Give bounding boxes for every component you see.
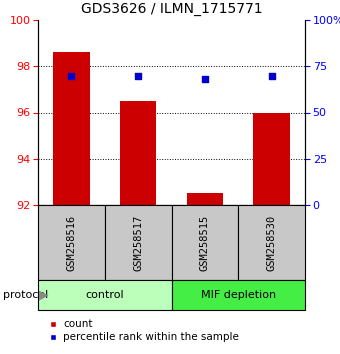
Text: GSM258530: GSM258530 — [267, 215, 277, 270]
Text: GSM258517: GSM258517 — [133, 215, 143, 270]
Text: GSM258515: GSM258515 — [200, 215, 210, 270]
Text: protocol: protocol — [3, 290, 49, 300]
Point — [135, 73, 141, 78]
Bar — [53, 52, 90, 205]
Title: GDS3626 / ILMN_1715771: GDS3626 / ILMN_1715771 — [81, 2, 262, 16]
Text: MIF depletion: MIF depletion — [201, 290, 276, 300]
Point — [69, 73, 74, 78]
Bar — [171, 280, 305, 310]
Bar — [120, 101, 156, 205]
Text: GSM258516: GSM258516 — [66, 215, 76, 270]
Point — [269, 73, 274, 78]
Bar — [187, 193, 223, 205]
Point — [202, 76, 208, 82]
Bar — [105, 205, 171, 280]
Bar — [38, 280, 171, 310]
Text: control: control — [85, 290, 124, 300]
Legend: count, percentile rank within the sample: count, percentile rank within the sample — [43, 315, 243, 347]
Bar — [238, 205, 305, 280]
Bar — [253, 113, 290, 205]
Text: ▶: ▶ — [39, 289, 49, 302]
Bar — [171, 205, 238, 280]
Bar — [38, 205, 105, 280]
